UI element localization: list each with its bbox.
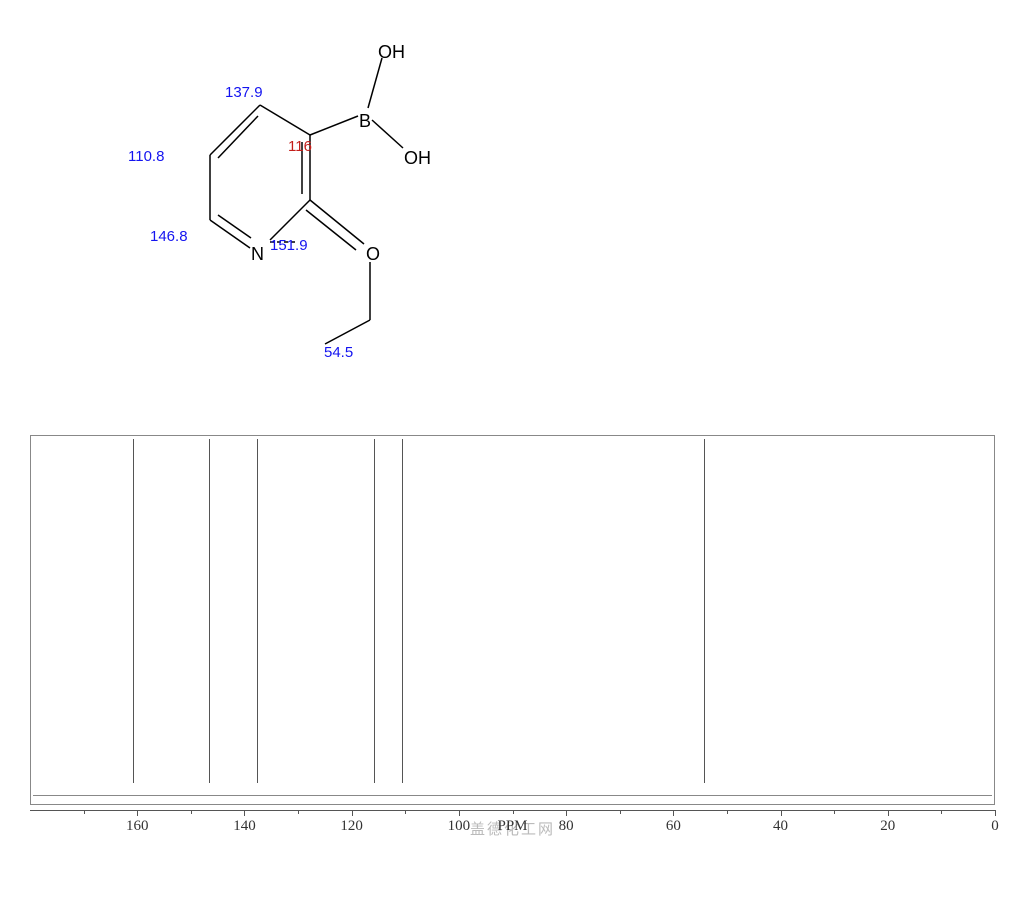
x-tick (137, 810, 138, 816)
spectrum-peak (402, 439, 403, 783)
atom-label: O (366, 244, 380, 265)
x-tick-minor (834, 810, 835, 814)
x-tick-label: 100 (448, 818, 471, 835)
nmr-spectrum: 160140120100806040200 盖德化工网 PPM (15, 435, 1010, 840)
x-tick-label: 160 (126, 818, 149, 835)
x-tick-minor (298, 810, 299, 814)
atom-label: B (359, 111, 371, 132)
bond (372, 120, 403, 148)
shift-label: 116 (288, 138, 312, 155)
x-axis-title: PPM (497, 818, 527, 835)
molecule-structure (70, 20, 470, 400)
x-tick-minor (513, 810, 514, 814)
x-tick-label: 0 (991, 818, 999, 835)
x-tick-minor (941, 810, 942, 814)
x-tick-label: 60 (666, 818, 681, 835)
bond (218, 116, 258, 158)
x-tick (566, 810, 567, 816)
x-tick (352, 810, 353, 816)
spectrum-peak (257, 439, 258, 783)
shift-label: 137.9 (225, 84, 263, 101)
atom-label: N (251, 244, 264, 265)
bond (270, 200, 310, 240)
x-tick-minor (84, 810, 85, 814)
x-tick-label: 140 (233, 818, 256, 835)
x-tick-minor (405, 810, 406, 814)
x-tick-minor (191, 810, 192, 814)
x-tick (244, 810, 245, 816)
spectrum-baseline (33, 795, 992, 796)
x-tick-label: 120 (340, 818, 363, 835)
x-tick (673, 810, 674, 816)
bond (325, 320, 370, 344)
bond (306, 210, 356, 250)
spectrum-peak (209, 439, 210, 783)
shift-label: 110.8 (128, 148, 164, 165)
x-tick (781, 810, 782, 816)
bond (260, 105, 310, 135)
spectrum-plot-box (30, 435, 995, 805)
x-tick-minor (727, 810, 728, 814)
bond (310, 200, 364, 244)
shift-label: 146.8 (150, 228, 188, 245)
bond (218, 215, 251, 238)
x-tick-label: 40 (773, 818, 788, 835)
shift-label: 151.9 (270, 237, 308, 254)
spectrum-peak (374, 439, 375, 783)
shift-label: 54.5 (324, 344, 353, 361)
spectrum-peak (704, 439, 705, 783)
bond (210, 105, 260, 155)
atom-label: OH (404, 148, 431, 169)
spectrum-peak (133, 439, 134, 783)
x-tick (459, 810, 460, 816)
x-tick-minor (620, 810, 621, 814)
x-tick-label: 20 (880, 818, 895, 835)
x-tick (888, 810, 889, 816)
figure-container: 137.9 110.8 146.8 116 151.9 54.5 OH B OH N O 160 1… (0, 0, 1024, 900)
atom-label: OH (378, 42, 405, 63)
x-tick (995, 810, 996, 816)
bond (368, 58, 382, 108)
bond (310, 116, 358, 135)
x-tick-label: 80 (559, 818, 574, 835)
